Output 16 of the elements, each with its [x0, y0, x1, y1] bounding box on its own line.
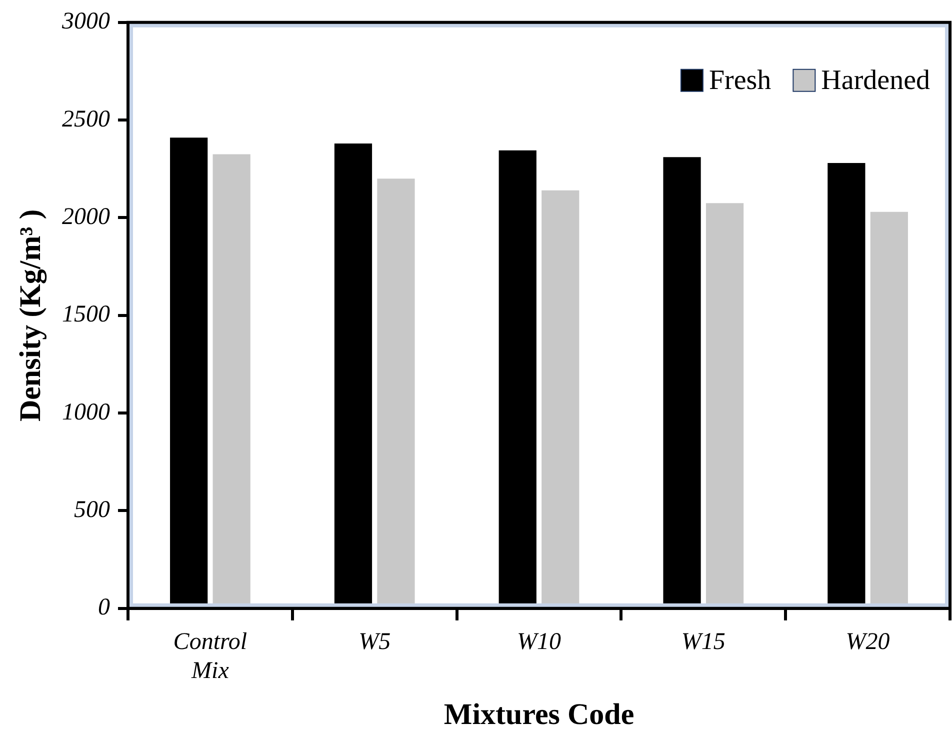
y-tick-label: 2000	[62, 204, 110, 230]
y-tick-label: 1500	[62, 302, 110, 328]
y-tick-label: 1000	[62, 399, 110, 426]
x-tick-label: Control Mix	[173, 629, 248, 684]
x-axis-title: Mixtures Code	[444, 698, 634, 731]
x-tick-label: W20	[846, 629, 890, 656]
legend-label: Fresh	[708, 64, 772, 96]
x-tick-label: W15	[681, 629, 726, 656]
x-tick-label: W5	[358, 629, 391, 656]
x-tick-label: W10	[517, 629, 561, 656]
y-axis-title: Density (Kg/m³ )	[14, 209, 47, 422]
y-tick-label: 3000	[61, 8, 110, 35]
y-tick-label: 500	[74, 497, 110, 524]
y-tick-label: 2500	[62, 106, 110, 132]
y-tick-label: 0	[98, 594, 110, 621]
legend-label: Hardened	[821, 64, 930, 96]
